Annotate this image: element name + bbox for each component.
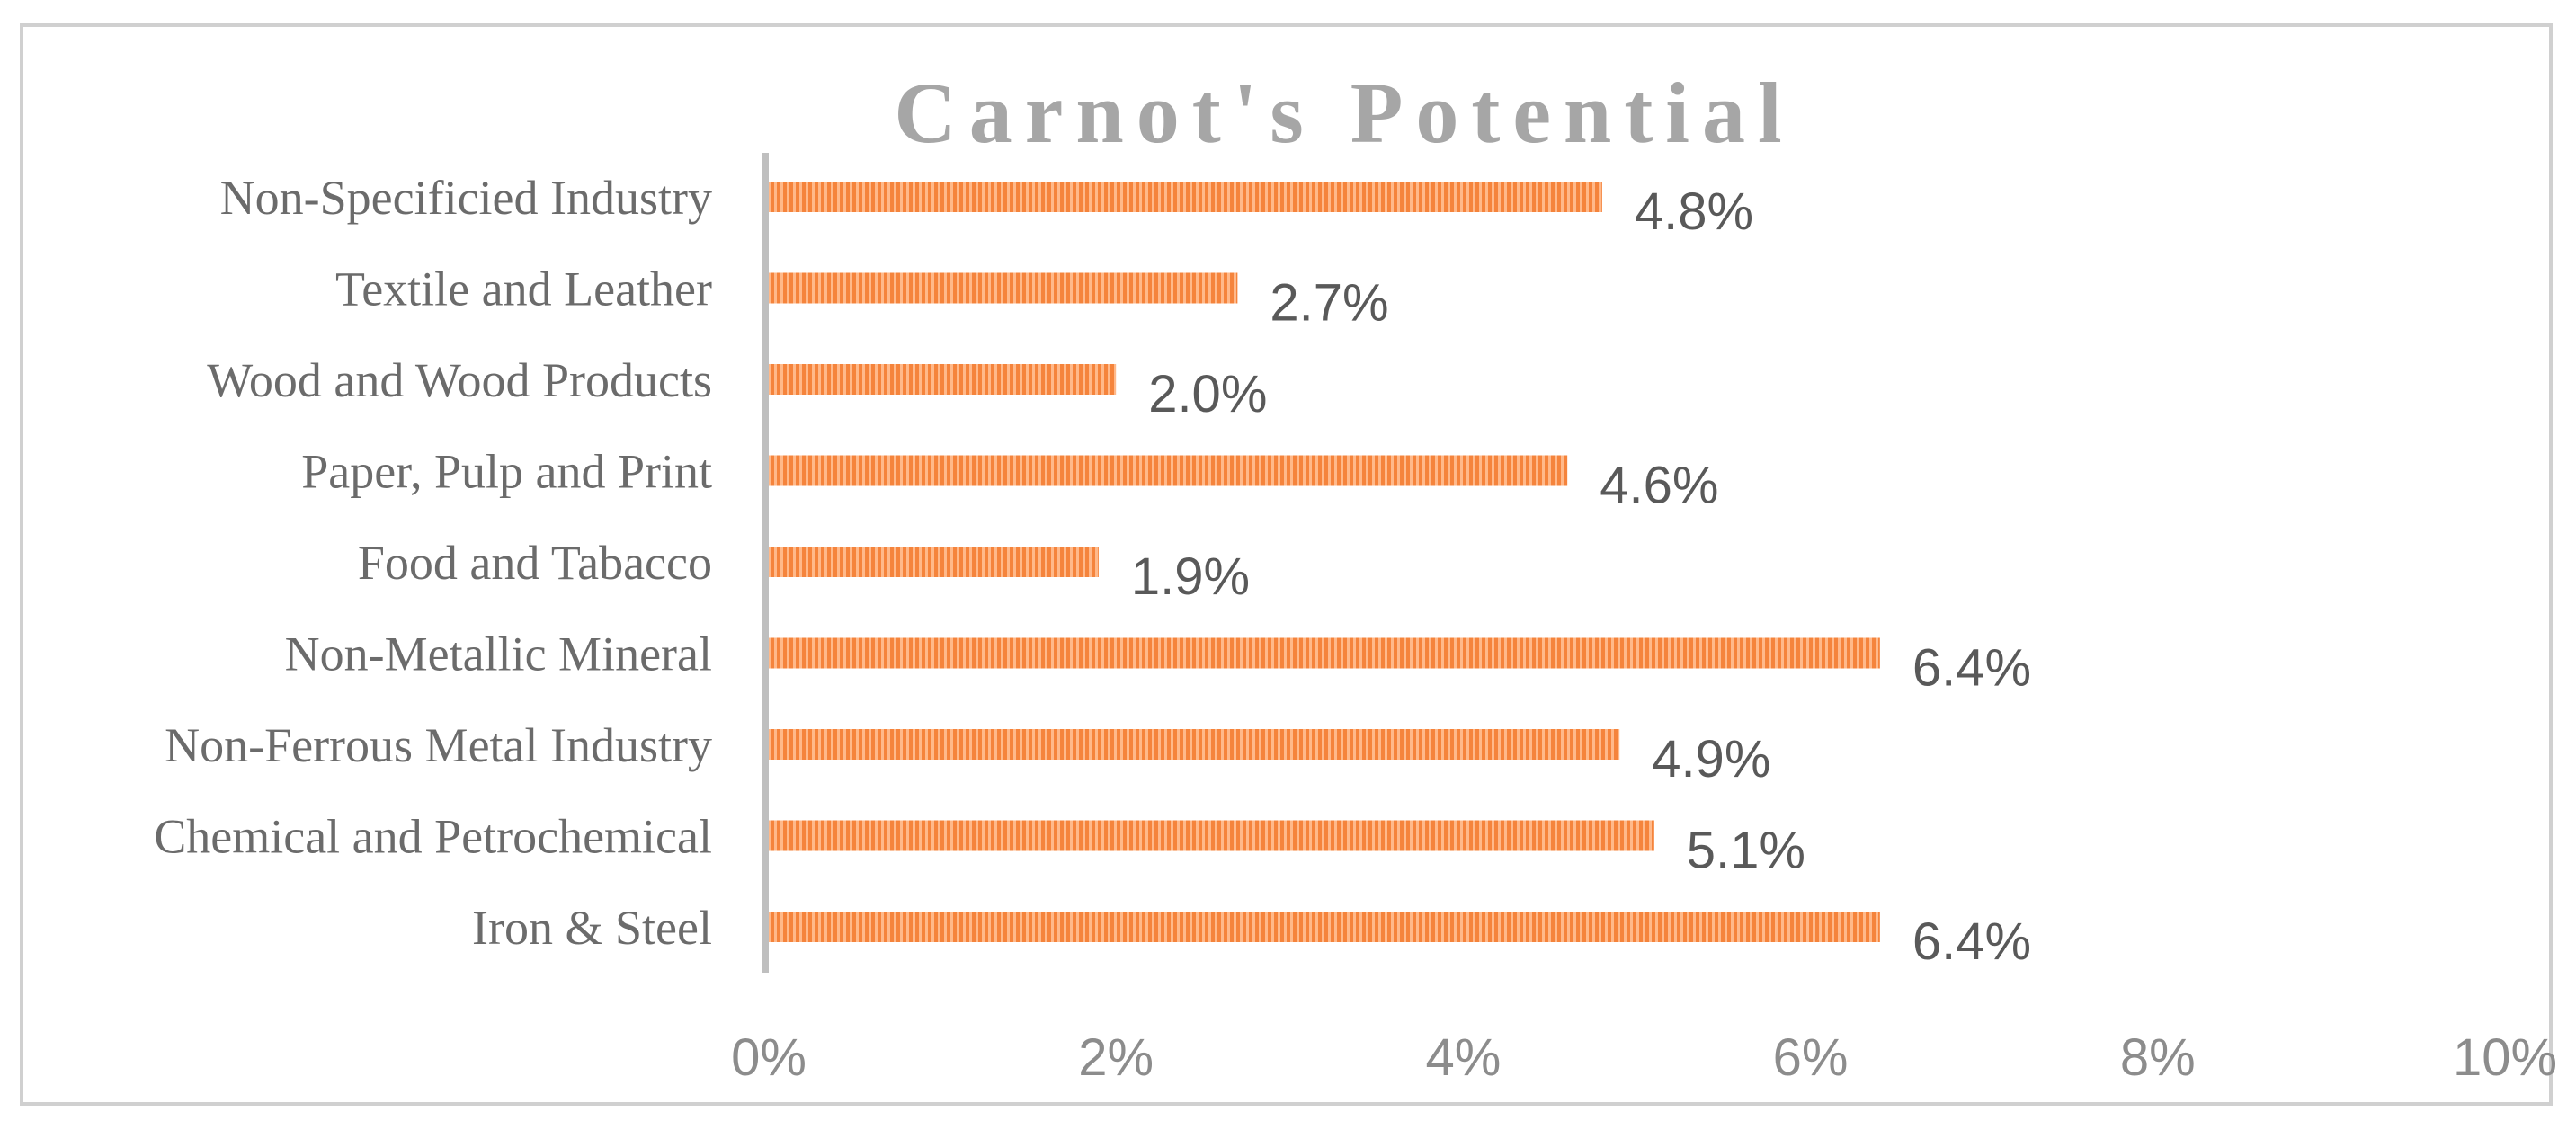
bar: [769, 182, 1602, 212]
category-label: Wood and Wood Products: [207, 353, 712, 407]
bar: [769, 729, 1620, 760]
category-label: Non-Metallic Mineral: [285, 627, 712, 681]
category-label: Non-Ferrous Metal Industry: [165, 718, 712, 772]
bar: [769, 637, 1880, 669]
category-label: Chemical and Petrochemical: [154, 810, 712, 864]
data-label: 2.0%: [1148, 365, 1267, 423]
category-label: Textile and Leather: [335, 262, 712, 316]
category-label: Iron & Steel: [472, 901, 712, 955]
data-label: 6.4%: [1912, 912, 2031, 971]
category-label: Food and Tabacco: [358, 536, 712, 590]
x-tick-label: 4%: [1425, 1028, 1501, 1087]
bars-layer: [769, 182, 1880, 942]
bar: [769, 272, 1238, 304]
category-label: Paper, Pulp and Print: [301, 445, 712, 499]
data-label: 2.7%: [1270, 274, 1388, 333]
bar: [769, 364, 1117, 395]
bar: [769, 912, 1880, 942]
chart-title: Carnot's Potential: [894, 65, 1794, 161]
x-tick-label: 2%: [1078, 1028, 1154, 1087]
data-label: 4.6%: [1600, 457, 1718, 515]
bar: [769, 547, 1099, 577]
data-label: 4.8%: [1635, 182, 1753, 241]
data-label: 1.9%: [1131, 547, 1250, 606]
category-labels: Non-Specificied Industry Textile and Leat…: [154, 171, 712, 955]
bar: [769, 455, 1568, 486]
x-axis-ticks: 0% 2% 4% 6% 8% 10%: [731, 1028, 2557, 1087]
data-label: 4.9%: [1652, 730, 1770, 788]
x-tick-label: 0%: [731, 1028, 807, 1087]
x-tick-label: 10%: [2453, 1028, 2557, 1087]
bar: [769, 820, 1654, 851]
value-labels: 4.8% 2.7%2.0% 4.6% 1.9% 6.4% 4.9% 5.1% 6.4%: [1131, 182, 2031, 971]
data-label: 5.1%: [1687, 822, 1805, 880]
y-axis-line: [762, 153, 769, 973]
data-label: 6.4%: [1912, 639, 2031, 698]
category-label: Non-Specificied Industry: [220, 171, 712, 225]
x-tick-label: 6%: [1773, 1028, 1849, 1087]
x-tick-label: 8%: [2120, 1028, 2196, 1087]
